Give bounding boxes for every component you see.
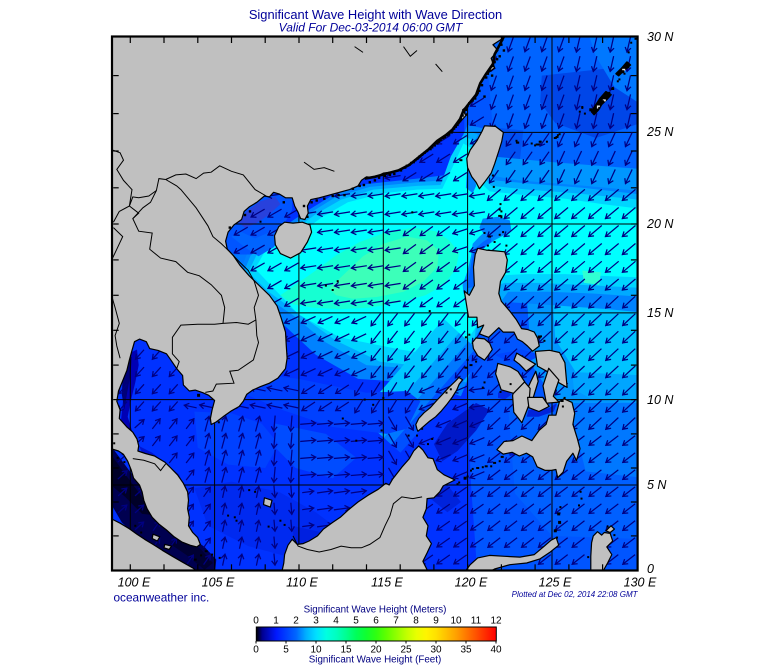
svg-text:2: 2 [293, 616, 299, 627]
svg-text:oceanweather inc.: oceanweather inc. [114, 591, 210, 605]
svg-text:35: 35 [460, 645, 472, 656]
svg-text:9: 9 [433, 616, 439, 627]
svg-text:125 E: 125 E [539, 576, 572, 590]
svg-text:20 N: 20 N [646, 217, 674, 231]
svg-text:25 N: 25 N [646, 125, 674, 139]
svg-text:5: 5 [353, 616, 359, 627]
svg-text:4: 4 [333, 616, 339, 627]
svg-text:10: 10 [310, 645, 322, 656]
svg-text:Significant Wave Height with W: Significant Wave Height with Wave Direct… [249, 7, 502, 22]
svg-text:Significant Wave Height (Meter: Significant Wave Height (Meters) [304, 605, 447, 616]
svg-text:Plotted at Dec 02, 2014 22:08: Plotted at Dec 02, 2014 22:08 GMT [512, 590, 639, 599]
svg-text:130 E: 130 E [624, 576, 657, 590]
svg-text:110 E: 110 E [286, 576, 318, 590]
svg-text:25: 25 [400, 645, 412, 656]
svg-text:15: 15 [340, 645, 352, 656]
svg-text:8: 8 [413, 616, 419, 627]
svg-text:30: 30 [430, 645, 442, 656]
svg-text:40: 40 [490, 645, 502, 656]
svg-text:Valid For Dec-03-2014 06:00 GM: Valid For Dec-03-2014 06:00 GMT [279, 21, 464, 35]
svg-text:120 E: 120 E [455, 576, 488, 590]
svg-text:100 E: 100 E [118, 576, 151, 590]
svg-text:5 N: 5 N [647, 478, 667, 492]
svg-text:0: 0 [253, 645, 259, 656]
svg-text:0: 0 [647, 562, 654, 576]
svg-text:Significant Wave Height (Feet): Significant Wave Height (Feet) [309, 655, 442, 665]
svg-text:30 N: 30 N [647, 30, 674, 44]
svg-text:10: 10 [450, 616, 462, 627]
svg-text:1: 1 [273, 616, 279, 627]
svg-text:10 N: 10 N [647, 393, 674, 407]
svg-text:6: 6 [373, 616, 379, 627]
svg-text:15 N: 15 N [647, 306, 674, 320]
svg-text:5: 5 [283, 645, 289, 656]
svg-text:3: 3 [313, 616, 319, 627]
svg-text:20: 20 [370, 645, 382, 656]
svg-text:7: 7 [393, 616, 399, 627]
svg-text:115 E: 115 E [371, 576, 403, 590]
svg-text:0: 0 [253, 616, 259, 627]
svg-text:105 E: 105 E [202, 576, 235, 590]
svg-text:12: 12 [490, 616, 502, 627]
svg-text:11: 11 [471, 616, 482, 627]
